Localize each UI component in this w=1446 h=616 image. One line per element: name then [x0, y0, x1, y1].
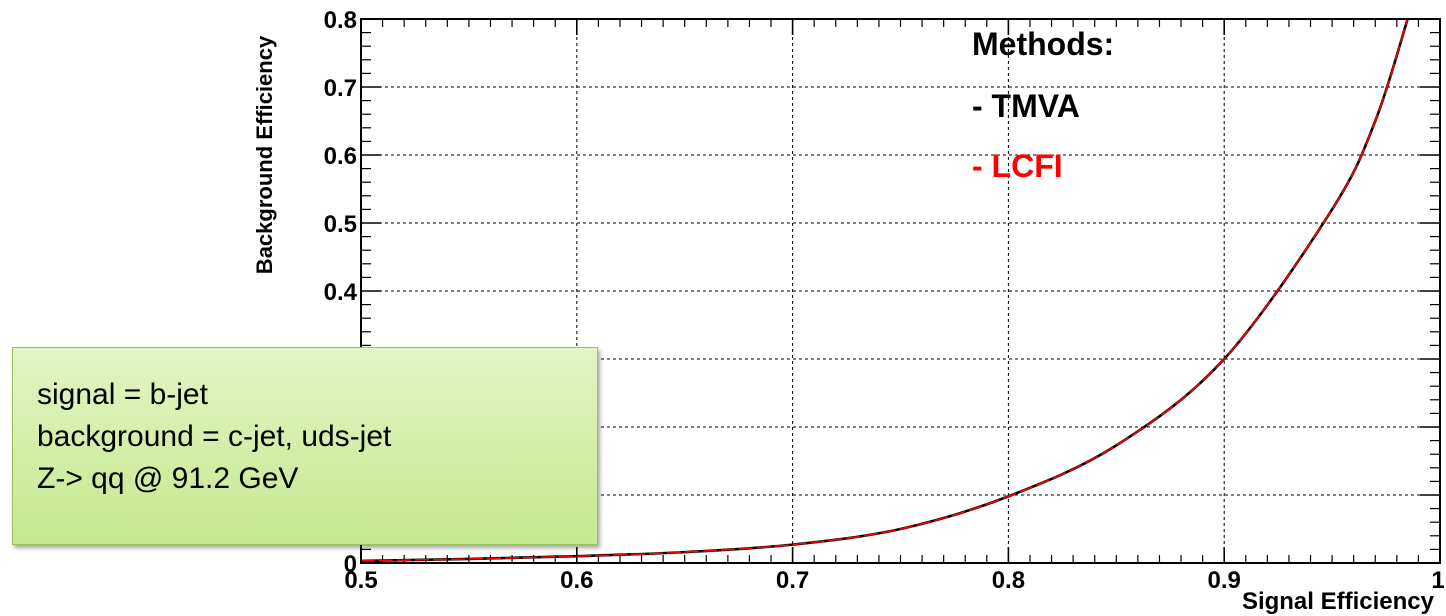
note-process-line: Z-> qq @ 91.2 GeV [37, 462, 299, 495]
series-layer [360, 18, 1409, 563]
x-tick-label: 0.8 [992, 567, 1025, 594]
note-signal-line: signal = b-jet [37, 378, 208, 411]
x-axis-title: Signal Efficiency [1242, 588, 1435, 615]
x-tick-label: 1 [1431, 567, 1444, 594]
minor-ticks [361, 19, 1440, 563]
legend: Methods: - TMVA - LCFI [972, 26, 1114, 184]
series-line-lcfi [360, 18, 1409, 562]
x-tick-labels: 0.5 0.6 0.7 0.8 0.9 1 [344, 567, 1444, 594]
y-tick-label: 0.7 [324, 75, 357, 102]
info-note-box: signal = b-jet background = c-jet, uds-j… [12, 347, 598, 545]
x-tick-label: 0.7 [776, 567, 809, 594]
x-tick-label: 0.9 [1208, 567, 1241, 594]
y-tick-label: 0.4 [324, 279, 358, 306]
legend-entry-tmva: - TMVA [972, 88, 1080, 124]
y-tick-label: 0.8 [324, 7, 357, 34]
y-tick-label: 0 [344, 551, 357, 578]
y-tick-label: 0.6 [324, 143, 357, 170]
y-axis-title: Background Efficiency [252, 35, 277, 274]
legend-title: Methods: [972, 26, 1114, 62]
plot-frame [360, 18, 1441, 564]
y-tick-label: 0.5 [324, 211, 357, 238]
x-tick-label: 0.6 [560, 567, 593, 594]
note-background-line: background = c-jet, uds-jet [37, 420, 392, 453]
x-tick-label: 0.5 [344, 567, 377, 594]
legend-entry-lcfi: - LCFI [972, 148, 1063, 184]
grid-lines [361, 19, 1440, 563]
